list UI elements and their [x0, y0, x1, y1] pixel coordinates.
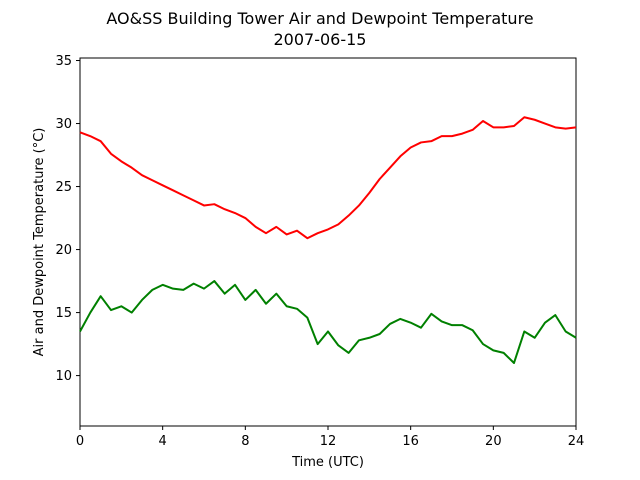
x-tick-label: 0: [76, 434, 84, 449]
x-tick-label: 12: [320, 434, 337, 449]
y-tick-label: 30: [55, 117, 72, 132]
series-line-1: [79, 280, 577, 364]
y-axis-label: Air and Dewpoint Temperature (°C): [32, 128, 47, 357]
y-tick-label: 10: [55, 369, 72, 384]
y-tick-label: 25: [55, 180, 72, 195]
x-axis-ticks: 0 4 8 12 16 20 24: [76, 426, 584, 449]
plot-area: 0 4 8 12 16 20 24 10 15 20 25 30 35: [55, 54, 584, 449]
chart-title: AO&SS Building Tower Air and Dewpoint Te…: [106, 9, 533, 28]
x-tick-label: 24: [568, 434, 585, 449]
x-tick-label: 16: [402, 434, 419, 449]
y-axis-ticks: 10 15 20 25 30 35: [55, 54, 80, 384]
series-layer: [79, 116, 577, 364]
y-tick-label: 35: [55, 54, 72, 69]
y-tick-label: 20: [55, 243, 72, 258]
x-tick-label: 20: [485, 434, 502, 449]
chart-subtitle: 2007-06-15: [274, 30, 367, 49]
x-axis-label: Time (UTC): [291, 455, 364, 470]
plot-frame: [79, 57, 577, 427]
x-tick-label: 8: [241, 434, 249, 449]
series-line-0: [79, 116, 577, 240]
x-tick-label: 4: [159, 434, 167, 449]
y-tick-label: 15: [55, 306, 72, 321]
